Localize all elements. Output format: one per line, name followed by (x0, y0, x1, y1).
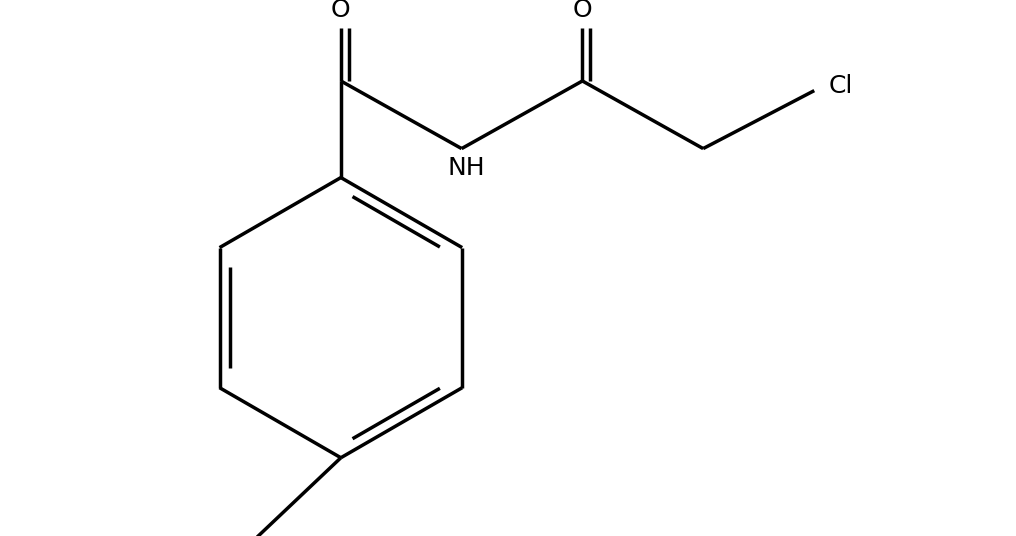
Text: O: O (573, 0, 592, 23)
Text: Cl: Cl (829, 74, 853, 98)
Text: NH: NH (448, 156, 486, 180)
Text: O: O (331, 0, 351, 23)
